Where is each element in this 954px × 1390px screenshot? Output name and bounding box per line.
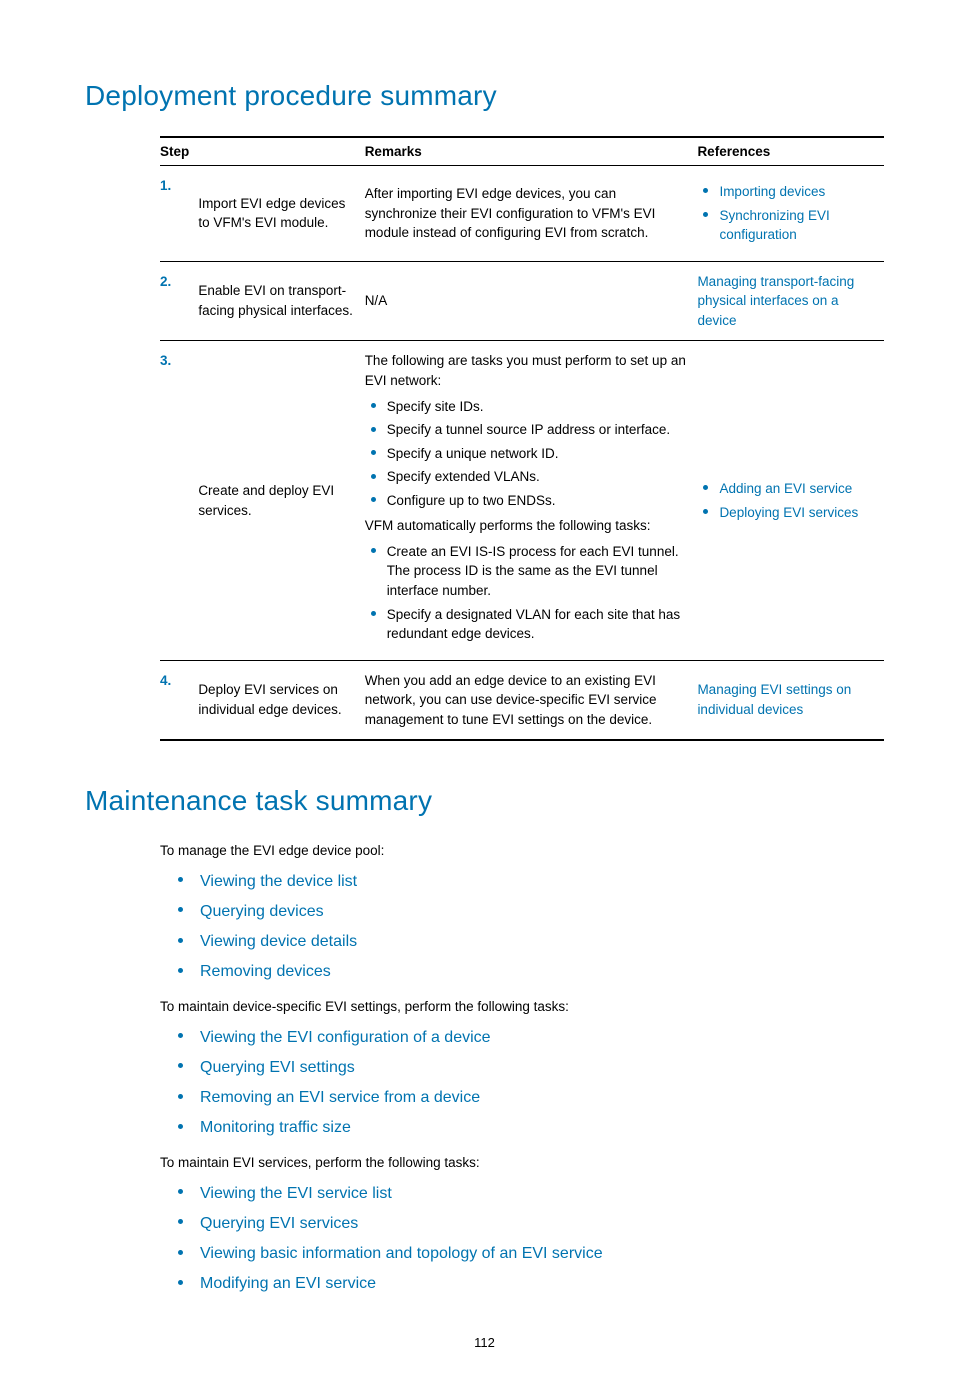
list-item: Specify extended VLANs. (365, 467, 688, 487)
list-item: Specify a designated VLAN for each site … (365, 605, 688, 644)
table-row: 2. Enable EVI on transport-facing physic… (160, 261, 884, 341)
remarks-intro: The following are tasks you must perform… (365, 353, 686, 388)
remarks-list: Create an EVI IS-IS process for each EVI… (365, 542, 688, 644)
table-row: 1. Import EVI edge devices to VFM's EVI … (160, 166, 884, 262)
maintenance-para: To maintain EVI services, perform the fo… (160, 1153, 884, 1173)
list-item: Create an EVI IS-IS process for each EVI… (365, 542, 688, 601)
task-link[interactable]: Viewing the EVI configuration of a devic… (200, 1029, 491, 1046)
task-link[interactable]: Monitoring traffic size (200, 1119, 351, 1136)
deployment-table-block: Step Remarks References 1. Import EVI ed… (160, 136, 884, 741)
remarks-list: Specify site IDs. Specify a tunnel sourc… (365, 397, 688, 511)
list-item: Specify a tunnel source IP address or in… (365, 420, 688, 440)
col-remarks: Remarks (365, 137, 698, 166)
refs-list: Adding an EVI service Deploying EVI serv… (697, 479, 874, 522)
step-remarks: After importing EVI edge devices, you ca… (365, 166, 698, 262)
maintenance-list: Viewing the EVI configuration of a devic… (160, 1026, 884, 1140)
step-number: 3. (160, 341, 198, 660)
task-link[interactable]: Viewing the device list (200, 873, 357, 890)
refs-list: Importing devices Synchronizing EVI conf… (697, 182, 874, 245)
ref-link[interactable]: Importing devices (719, 184, 825, 199)
task-link[interactable]: Querying EVI settings (200, 1059, 355, 1076)
maintenance-list: Viewing the EVI service list Querying EV… (160, 1182, 884, 1296)
task-link[interactable]: Removing devices (200, 963, 331, 980)
step-number: 2. (160, 261, 198, 341)
deployment-heading: Deployment procedure summary (85, 80, 884, 112)
col-step: Step (160, 137, 365, 166)
ref-link[interactable]: Managing transport-facing physical inter… (697, 274, 854, 328)
step-task: Create and deploy EVI services. (198, 341, 364, 660)
step-task: Enable EVI on transport-facing physical … (198, 261, 364, 341)
maintenance-block: To manage the EVI edge device pool: View… (160, 841, 884, 1295)
ref-link[interactable]: Deploying EVI services (719, 505, 858, 520)
step-remarks: When you add an edge device to an existi… (365, 660, 698, 740)
ref-link[interactable]: Managing EVI settings on individual devi… (697, 682, 851, 717)
task-link[interactable]: Querying EVI services (200, 1215, 358, 1232)
step-remarks: The following are tasks you must perform… (365, 341, 698, 660)
task-link[interactable]: Removing an EVI service from a device (200, 1089, 480, 1106)
task-link[interactable]: Modifying an EVI service (200, 1275, 376, 1292)
task-link[interactable]: Querying devices (200, 903, 324, 920)
maintenance-para: To manage the EVI edge device pool: (160, 841, 884, 861)
ref-link[interactable]: Synchronizing EVI configuration (719, 208, 829, 243)
remarks-mid: VFM automatically performs the following… (365, 518, 651, 533)
table-row: 3. Create and deploy EVI services. The f… (160, 341, 884, 660)
maintenance-list: Viewing the device list Querying devices… (160, 870, 884, 984)
task-link[interactable]: Viewing the EVI service list (200, 1185, 392, 1202)
list-item: Specify a unique network ID. (365, 444, 688, 464)
step-number: 4. (160, 660, 198, 740)
step-number: 1. (160, 166, 198, 262)
page-number: 112 (85, 1335, 884, 1350)
table-row: 4. Deploy EVI services on individual edg… (160, 660, 884, 740)
maintenance-heading: Maintenance task summary (85, 785, 884, 817)
list-item: Configure up to two ENDSs. (365, 491, 688, 511)
task-link[interactable]: Viewing basic information and topology o… (200, 1245, 603, 1262)
ref-link[interactable]: Adding an EVI service (719, 481, 852, 496)
list-item: Specify site IDs. (365, 397, 688, 417)
step-task: Import EVI edge devices to VFM's EVI mod… (198, 166, 364, 262)
task-link[interactable]: Viewing device details (200, 933, 357, 950)
maintenance-para: To maintain device-specific EVI settings… (160, 997, 884, 1017)
step-remarks: N/A (365, 261, 698, 341)
deployment-table: Step Remarks References 1. Import EVI ed… (160, 136, 884, 741)
col-refs: References (697, 137, 884, 166)
step-task: Deploy EVI services on individual edge d… (198, 660, 364, 740)
